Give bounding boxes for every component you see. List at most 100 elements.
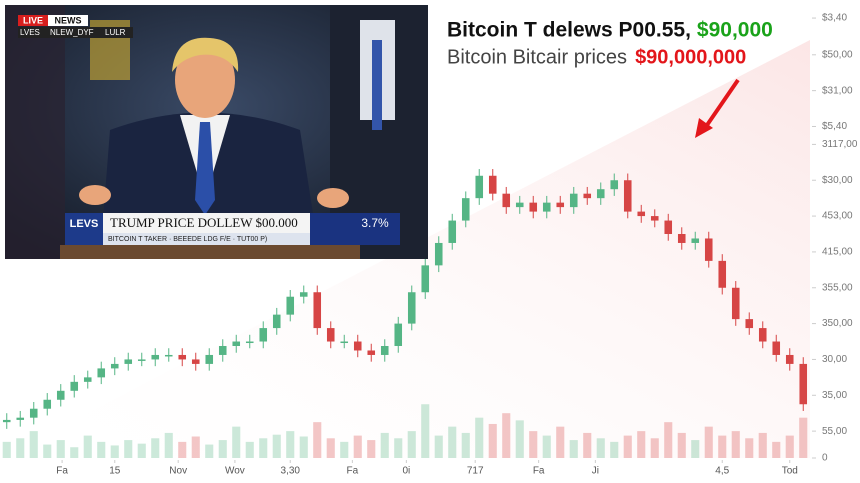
volume-bar bbox=[353, 435, 362, 458]
candle-body bbox=[29, 408, 38, 418]
ticker-sub-bar bbox=[103, 233, 310, 245]
y-tick-label: $50,00 bbox=[822, 49, 853, 60]
candle-body bbox=[43, 399, 52, 409]
candle-body bbox=[745, 319, 754, 329]
volume-bar bbox=[664, 422, 673, 458]
ticker-bar bbox=[103, 213, 310, 233]
x-tick-label: 3,30 bbox=[281, 466, 301, 477]
volume-bar bbox=[799, 417, 808, 458]
volume-bar bbox=[650, 438, 659, 458]
volume-bar bbox=[83, 435, 92, 458]
volume-bar bbox=[421, 404, 430, 458]
lectern bbox=[60, 245, 360, 259]
candle-body bbox=[178, 354, 187, 360]
ticker-value-box bbox=[310, 213, 400, 245]
volume-bar bbox=[583, 432, 592, 458]
volume-bar bbox=[785, 435, 794, 458]
x-tick-label: Fa bbox=[347, 466, 359, 477]
volume-bar bbox=[245, 441, 254, 458]
y-tick-label: $30,00 bbox=[822, 175, 853, 186]
y-tick-label: 55,00 bbox=[822, 426, 847, 437]
candle-body bbox=[772, 341, 781, 355]
badge-text: LIVE bbox=[23, 15, 43, 25]
candle-body bbox=[488, 175, 497, 194]
candle-body bbox=[137, 359, 146, 361]
volume-bar bbox=[191, 436, 200, 458]
candle-body bbox=[434, 242, 443, 266]
candle-body bbox=[569, 193, 578, 208]
volume-bar bbox=[340, 441, 349, 458]
candle-body bbox=[16, 417, 25, 420]
volume-bar bbox=[758, 432, 767, 458]
volume-bar bbox=[326, 438, 335, 458]
volume-bar bbox=[515, 420, 524, 458]
candle-body bbox=[394, 323, 403, 346]
candle-body bbox=[2, 419, 11, 423]
candle-body bbox=[758, 328, 767, 342]
candle-body bbox=[448, 220, 457, 243]
candle-body bbox=[83, 377, 92, 382]
badge-news bbox=[48, 15, 88, 26]
volume-bar bbox=[542, 435, 551, 458]
candle-body bbox=[70, 381, 79, 391]
candle-body bbox=[542, 202, 551, 212]
volume-bar bbox=[623, 435, 632, 458]
candle-body bbox=[583, 193, 592, 199]
title-highlight: $90,000 bbox=[697, 19, 773, 42]
x-tick-label: Fa bbox=[56, 466, 68, 477]
chart-subtitle: Bitcoin Bitcair prices bbox=[447, 46, 627, 68]
candle-body bbox=[313, 292, 322, 329]
candle-body bbox=[637, 211, 646, 217]
candle-body bbox=[799, 363, 808, 405]
candle-body bbox=[232, 341, 241, 346]
volume-bar bbox=[218, 440, 227, 458]
candle-body bbox=[421, 265, 430, 293]
candle-body bbox=[110, 363, 119, 369]
volume-bar bbox=[137, 443, 146, 458]
volume-bar bbox=[448, 426, 457, 458]
x-tick-label: Wov bbox=[225, 466, 245, 477]
candle-body bbox=[502, 193, 511, 208]
y-tick-label: $3,40 bbox=[822, 13, 847, 24]
volume-bar bbox=[394, 438, 403, 458]
badge-text: NEWS bbox=[55, 15, 82, 25]
ticker-value: 3.7% bbox=[361, 216, 389, 230]
chart-title: Bitcoin T delews P00.55, bbox=[447, 19, 691, 42]
y-tick-label: 3117,00 bbox=[822, 139, 858, 150]
badge-text: LULR bbox=[105, 28, 126, 37]
candle-body bbox=[367, 350, 376, 355]
volume-bar bbox=[70, 447, 79, 458]
candle-body bbox=[515, 202, 524, 208]
x-tick-label: Ji bbox=[592, 466, 599, 477]
volume-bar bbox=[677, 432, 686, 458]
arrow-head bbox=[695, 118, 713, 138]
volume-bar bbox=[434, 435, 443, 458]
tie-right bbox=[372, 40, 382, 130]
x-tick-label: Fa bbox=[533, 466, 545, 477]
ticker-sub: BITCOIN T TAKER · BEEEDE LDG F/E · TUT00… bbox=[108, 236, 267, 243]
volume-bar bbox=[124, 440, 133, 458]
volume-bar bbox=[569, 440, 578, 458]
y-tick-label: $5,40 bbox=[822, 121, 847, 132]
y-tick-label: 355,00 bbox=[822, 282, 853, 293]
volume-bar bbox=[367, 440, 376, 458]
volume-bar bbox=[151, 438, 160, 458]
volume-bar bbox=[43, 444, 52, 458]
x-tick-label: 717 bbox=[467, 466, 484, 477]
candle-body bbox=[407, 292, 416, 324]
candle-body bbox=[218, 346, 227, 355]
badge-text: NLEW_DYF bbox=[50, 28, 94, 37]
volume-bar bbox=[718, 435, 727, 458]
badge-row bbox=[18, 27, 133, 38]
volume-bar bbox=[556, 426, 565, 458]
volume-bar bbox=[205, 444, 214, 458]
ticker-logo bbox=[65, 213, 103, 245]
volume-bar bbox=[272, 434, 281, 458]
volume-bar bbox=[2, 441, 11, 458]
candle-body bbox=[259, 328, 268, 342]
candle-body bbox=[151, 354, 160, 360]
volume-bar bbox=[178, 441, 187, 458]
volume-bar bbox=[596, 438, 605, 458]
y-tick-label: 453,00 bbox=[822, 211, 853, 222]
candle-body bbox=[380, 346, 389, 355]
